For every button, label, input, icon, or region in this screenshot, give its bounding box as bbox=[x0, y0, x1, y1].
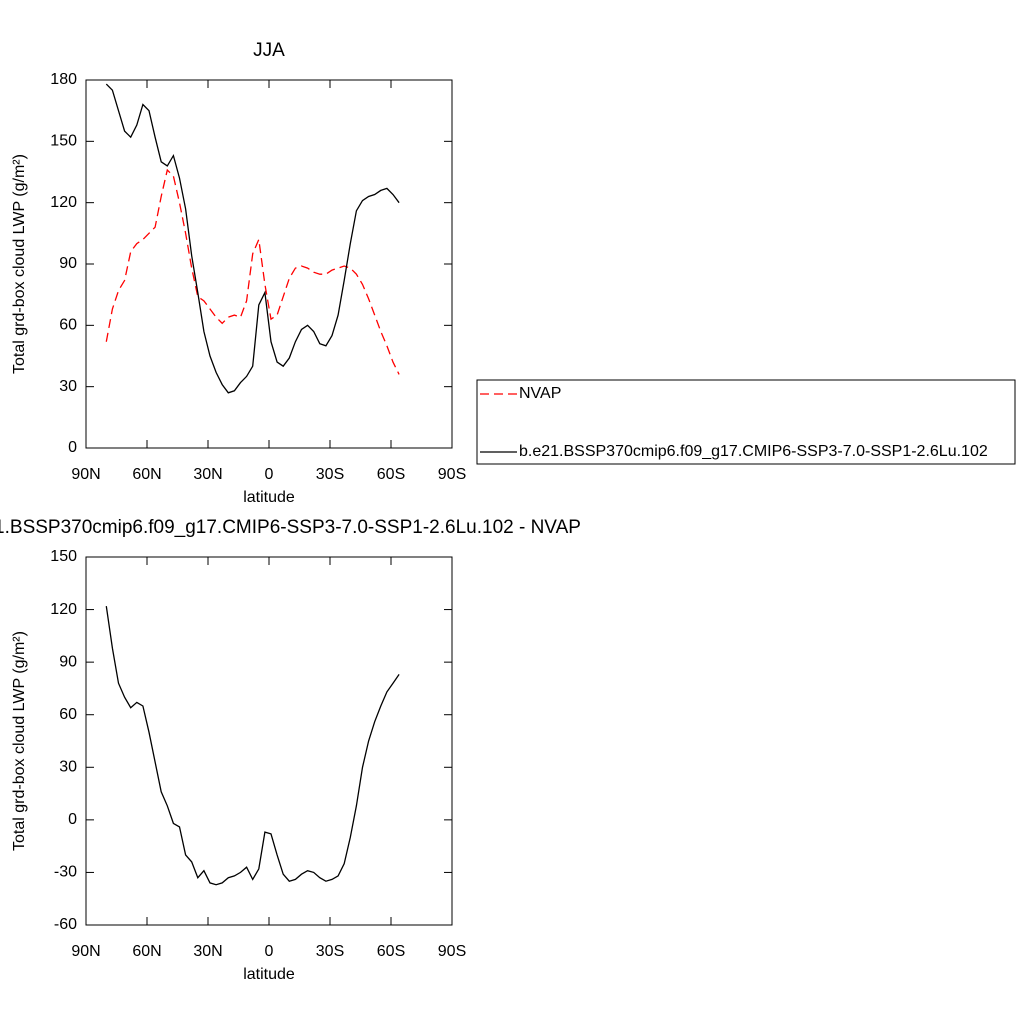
x-tick-label: 0 bbox=[265, 943, 274, 960]
y-tick-label: 120 bbox=[50, 601, 77, 618]
data-line bbox=[105, 606, 400, 886]
x-tick-label: 90N bbox=[71, 466, 100, 483]
data-line bbox=[105, 168, 400, 375]
y-tick-label: 60 bbox=[59, 317, 77, 334]
x-tick-label: 60N bbox=[132, 943, 161, 960]
plot-frame bbox=[85, 79, 453, 449]
data-line bbox=[105, 83, 400, 394]
x-axis-label: latitude bbox=[243, 966, 295, 983]
y-axis-label: Total grd-box cloud LWP (g/m²) bbox=[11, 154, 28, 374]
x-tick-label: 30S bbox=[316, 943, 344, 960]
y-tick-label: 150 bbox=[50, 133, 77, 150]
chart-title: JJA bbox=[253, 40, 285, 61]
y-tick-label: 60 bbox=[59, 706, 77, 723]
legend-label: b.e21.BSSP370cmip6.f09_g17.CMIP6-SSP3-7.… bbox=[519, 443, 988, 460]
y-tick-label: 180 bbox=[50, 71, 77, 88]
y-tick-label: -60 bbox=[54, 916, 77, 933]
y-tick-label: 30 bbox=[59, 759, 77, 776]
x-tick-label: 0 bbox=[265, 466, 274, 483]
chart-title: b.e21.BSSP370cmip6.f09_g17.CMIP6-SSP3-7.… bbox=[0, 517, 581, 538]
y-axis-label: Total grd-box cloud LWP (g/m²) bbox=[11, 631, 28, 851]
y-tick-label: 150 bbox=[50, 548, 77, 565]
y-tick-label: 0 bbox=[68, 439, 77, 456]
x-tick-label: 60S bbox=[377, 943, 405, 960]
x-tick-label: 30N bbox=[193, 943, 222, 960]
y-tick-label: 90 bbox=[59, 255, 77, 272]
plot-frame bbox=[85, 556, 453, 926]
y-tick-label: -30 bbox=[54, 864, 77, 881]
x-axis-label: latitude bbox=[243, 489, 295, 506]
legend-box bbox=[476, 379, 1016, 465]
y-tick-label: 30 bbox=[59, 378, 77, 395]
x-tick-label: 60S bbox=[377, 466, 405, 483]
x-tick-label: 90S bbox=[438, 943, 466, 960]
y-tick-label: 120 bbox=[50, 194, 77, 211]
legend-label: NVAP bbox=[519, 385, 561, 402]
x-tick-label: 30N bbox=[193, 466, 222, 483]
x-tick-label: 60N bbox=[132, 466, 161, 483]
y-tick-label: 90 bbox=[59, 653, 77, 670]
y-tick-label: 0 bbox=[68, 811, 77, 828]
x-tick-label: 90N bbox=[71, 943, 100, 960]
x-tick-label: 90S bbox=[438, 466, 466, 483]
x-tick-label: 30S bbox=[316, 466, 344, 483]
